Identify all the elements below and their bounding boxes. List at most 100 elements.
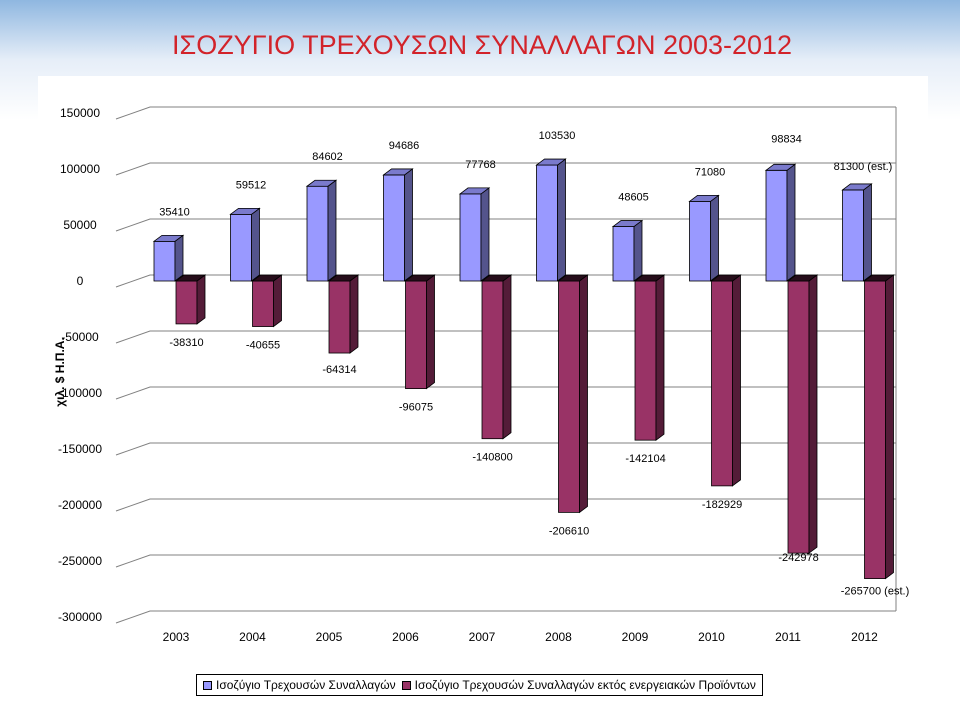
gridline <box>115 442 896 456</box>
bar-nonenergy-2012-top <box>863 274 895 282</box>
bar-nonenergy-2003-top <box>174 274 207 282</box>
bar-current-account-2010-top <box>688 194 720 202</box>
bar-current-account-2003-side <box>174 234 184 282</box>
data-label-current-account: 48605 <box>618 192 649 204</box>
bar-nonenergy-2010-front <box>711 280 733 487</box>
data-label-nonenergy: -40655 <box>246 340 280 352</box>
bar-current-account-2007-side <box>480 187 490 282</box>
bar-current-account-2008-top <box>535 158 567 166</box>
bar-nonenergy-2008-side <box>579 274 588 514</box>
bar-nonenergy-2012-side <box>885 274 894 580</box>
bar-current-account-2007-front <box>459 193 482 282</box>
data-label-current-account: 35410 <box>159 206 190 218</box>
x-tick-label: 2012 <box>851 630 878 644</box>
bar-current-account-2009-front <box>612 226 635 282</box>
bar-nonenergy-2012-front <box>864 280 886 579</box>
bar-current-account-2012-front <box>842 189 864 282</box>
x-tick-label: 2010 <box>698 630 725 644</box>
bar-nonenergy-2007-top <box>480 274 513 282</box>
x-tick-label: 2004 <box>239 630 266 644</box>
x-tick-label: 2008 <box>545 630 572 644</box>
x-tick-label: 2006 <box>392 630 419 644</box>
data-label-current-account: 81300 (est.) <box>834 161 893 173</box>
data-label-current-account: 84602 <box>312 151 343 163</box>
bar-current-account-2007-top <box>458 187 491 195</box>
x-tick-label: 2003 <box>163 630 190 644</box>
bar-nonenergy-2010-side <box>732 274 741 487</box>
bar-nonenergy-2003-side <box>196 274 206 325</box>
bar-chart: 150000 100000 50000 0 -50000 -100000 -150000 -2… <box>53 106 909 644</box>
data-label-nonenergy: -64314 <box>322 364 356 376</box>
gridline <box>115 610 896 624</box>
bar-nonenergy-2006-top <box>404 274 436 282</box>
data-label-nonenergy: -265700 (est.) <box>841 586 909 598</box>
bar-current-account-2010-side <box>710 194 719 282</box>
data-label-current-account: 77768 <box>465 159 496 171</box>
bar-current-account-2012-side <box>863 183 872 282</box>
bar-nonenergy-2004-top <box>251 274 283 282</box>
gridline <box>115 106 896 120</box>
data-label-current-account: 71080 <box>695 166 726 178</box>
y-tick-label: 100000 <box>60 162 100 176</box>
legend-item: Ισοζύγιο Τρεχουσών Συναλλαγών εκτός ενερ… <box>401 678 756 692</box>
bar-current-account-2011-side <box>786 163 796 282</box>
data-label-current-account: 59512 <box>236 179 267 191</box>
bar-nonenergy-2004-front <box>252 280 274 327</box>
bar-nonenergy-2005-side <box>349 274 359 354</box>
bar-current-account-2011-top <box>764 163 797 171</box>
bar-current-account-2006-top <box>382 168 414 176</box>
bar-current-account-2003-front <box>153 240 176 282</box>
y-tick-label: -250000 <box>58 554 102 568</box>
bar-nonenergy-2004-side <box>273 274 282 328</box>
bar-nonenergy-2007-side <box>502 274 512 440</box>
bar-current-account-2009-side <box>633 219 643 282</box>
bar-nonenergy-2007-front <box>481 280 504 440</box>
bar-current-account-2011-front <box>765 169 788 282</box>
bar-nonenergy-2006-front <box>405 280 427 390</box>
chart-legend: Ισοζύγιο Τρεχουσών Συναλλαγών Ισοζύγιο Τρ… <box>196 674 763 696</box>
slide-title: ΙΣΟΖΥΓΙΟ ΤΡΕΧΟΥΣΩΝ ΣΥΝΑΛΛΑΓΩΝ 2003-2012 <box>172 30 793 60</box>
y-axis-title: χιλ. $ Η.Π.Α. <box>53 337 67 407</box>
bar-nonenergy-2005-top <box>327 274 360 282</box>
bar-current-account-2006-side <box>404 168 413 282</box>
bar-nonenergy-2008-top <box>557 274 589 282</box>
data-label-nonenergy: -206610 <box>549 525 589 537</box>
legend-label: Ισοζύγιο Τρεχουσών Συναλλαγών εκτός ενερ… <box>414 678 756 692</box>
bar-current-account-2004-side <box>251 207 260 282</box>
bar-current-account-2005-top <box>305 179 338 187</box>
chart-area: 150000 100000 50000 0 -50000 -100000 -150000 -2… <box>38 76 928 708</box>
x-tick-label: 2005 <box>316 630 343 644</box>
legend-item: Ισοζύγιο Τρεχουσών Συναλλαγών <box>203 678 396 692</box>
bar-current-account-2004-top <box>229 207 261 215</box>
bar-current-account-2008-front <box>536 164 558 282</box>
legend-swatch <box>401 680 411 690</box>
data-label-current-account: 98834 <box>771 133 802 145</box>
data-label-current-account: 103530 <box>539 130 576 142</box>
gridline <box>115 162 896 176</box>
bar-nonenergy-2011-side <box>808 274 818 554</box>
y-tick-label: 50000 <box>63 218 97 232</box>
y-tick-label: -50000 <box>61 330 99 344</box>
y-tick-label: -300000 <box>58 610 102 624</box>
x-tick-label: 2009 <box>622 630 649 644</box>
data-label-nonenergy: -142104 <box>625 453 665 465</box>
bar-nonenergy-2003-front <box>175 280 198 325</box>
data-label-nonenergy: -182929 <box>702 499 742 511</box>
bar-current-account-2004-front <box>230 213 252 282</box>
bar-current-account-2005-front <box>306 185 329 282</box>
data-label-nonenergy: -96075 <box>399 402 433 414</box>
data-label-nonenergy: -38310 <box>169 337 203 349</box>
legend-label: Ισοζύγιο Τρεχουσών Συναλλαγών <box>216 678 396 692</box>
bar-current-account-2010-front <box>689 200 711 282</box>
x-tick-label: 2007 <box>469 630 496 644</box>
y-tick-label: -100000 <box>58 386 102 400</box>
x-tick-label: 2011 <box>775 630 801 644</box>
bar-current-account-2012-top <box>841 183 873 191</box>
bar-nonenergy-2009-top <box>633 274 666 282</box>
data-label-nonenergy: -242978 <box>778 552 818 564</box>
y-tick-label: -150000 <box>58 442 102 456</box>
y-tick-label: -200000 <box>58 498 102 512</box>
gridline <box>115 554 896 568</box>
bar-nonenergy-2010-top <box>710 274 742 282</box>
y-tick-label: 150000 <box>60 106 100 120</box>
